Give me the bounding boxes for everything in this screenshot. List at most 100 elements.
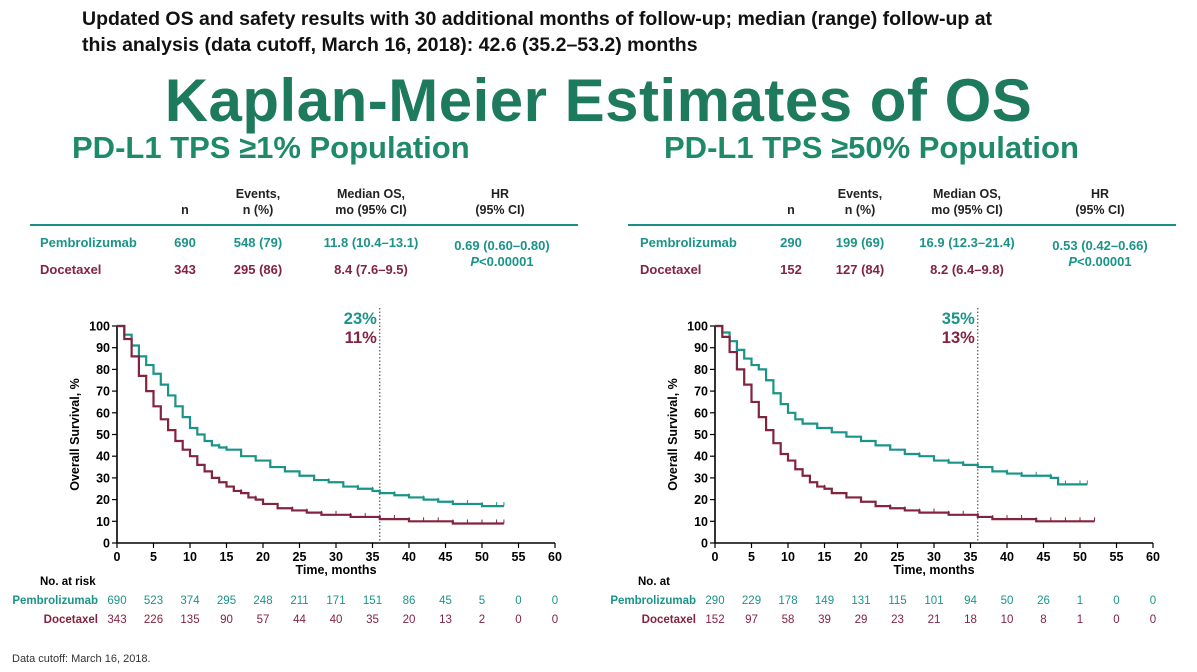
x-tick-label: 10 bbox=[781, 550, 795, 564]
y-axis-label: Overall Survival, % bbox=[666, 378, 680, 491]
header-events-right-2: n (%) bbox=[844, 203, 876, 217]
y-tick-label: 30 bbox=[694, 471, 708, 485]
risk-value: 523 bbox=[143, 595, 164, 607]
row-median-doce-left: 8.4 (7.6–9.5) bbox=[334, 262, 408, 277]
row-events-doce-right: 127 (84) bbox=[835, 262, 885, 277]
header-median-2: mo (95% CI) bbox=[335, 203, 407, 217]
risk-arm-doce-right: Docetaxel bbox=[641, 614, 696, 626]
header-hr-1: HR bbox=[490, 187, 510, 201]
x-tick-label: 0 bbox=[712, 550, 719, 564]
risk-value: 248 bbox=[253, 595, 273, 607]
x-tick-label: 40 bbox=[402, 550, 416, 564]
risk-value: 152 bbox=[705, 614, 725, 626]
y-axis-label: Overall Survival, % bbox=[68, 378, 82, 491]
subtitle: Updated OS and safety results with 30 ad… bbox=[82, 6, 1182, 58]
header-events-2: n (%) bbox=[242, 203, 274, 217]
y-tick-label: 10 bbox=[96, 515, 110, 529]
main-title: Kaplan-Meier Estimates of OS bbox=[164, 67, 1033, 134]
y-tick-label: 50 bbox=[694, 428, 708, 442]
hr-value-right: 0.53 (0.42–0.66) bbox=[1052, 238, 1148, 253]
risk-value: 0 bbox=[515, 595, 522, 607]
annotation-pembrolizumab: 23% bbox=[344, 310, 377, 328]
risk-value: 57 bbox=[256, 614, 270, 626]
risk-value: 0 bbox=[551, 614, 559, 626]
risk-value: 90 bbox=[220, 614, 233, 626]
x-axis-label: Time, months bbox=[295, 563, 376, 577]
risk-value: 40 bbox=[329, 614, 343, 626]
risk-value: 290 bbox=[705, 595, 725, 607]
risk-table-left: No. at risk Pembrolizumab Docetaxel 690 5… bbox=[0, 574, 598, 630]
survival-curve bbox=[715, 324, 1095, 523]
y-tick-label: 20 bbox=[96, 493, 110, 507]
risk-value: 0 bbox=[1149, 595, 1157, 607]
row-median-doce-right: 8.2 (6.4–9.8) bbox=[930, 262, 1004, 277]
y-tick-label: 40 bbox=[96, 450, 110, 464]
risk-value: 135 bbox=[180, 614, 200, 626]
y-tick-label: 60 bbox=[96, 406, 110, 420]
row-arm-pembro-left: Pembrolizumab bbox=[40, 235, 137, 250]
table-rule-right bbox=[628, 224, 1176, 226]
p-rest-left: <0.00001 bbox=[479, 254, 534, 269]
risk-value: 29 bbox=[854, 614, 868, 626]
header-events-right: Events, n (%) bbox=[820, 186, 900, 218]
x-tick-label: 45 bbox=[439, 550, 453, 564]
risk-value: 10 bbox=[1000, 614, 1014, 626]
risk-value: 18 bbox=[964, 614, 977, 626]
survival-curve bbox=[117, 324, 504, 525]
survival-curve bbox=[117, 324, 504, 508]
x-tick-label: 60 bbox=[1146, 550, 1160, 564]
row-n-doce-left: 343 bbox=[174, 262, 196, 277]
risk-value: 5 bbox=[478, 595, 486, 607]
p-value-right: P<0.00001 bbox=[1040, 254, 1160, 269]
x-tick-label: 15 bbox=[220, 550, 234, 564]
x-tick-label: 30 bbox=[329, 550, 343, 564]
x-tick-label: 10 bbox=[183, 550, 197, 564]
header-hr-right: HR (95% CI) bbox=[1050, 186, 1150, 218]
x-tick-label: 60 bbox=[548, 550, 562, 564]
y-tick-label: 90 bbox=[96, 341, 110, 355]
table-rule-left bbox=[30, 224, 578, 226]
risk-value: 8 bbox=[1040, 614, 1047, 626]
p-prefix-right: P bbox=[1068, 254, 1078, 269]
risk-value: 26 bbox=[1037, 595, 1050, 607]
axes-right: 0 10 20 30 40 50 60 70 80 90 100 0 5 10 15 20 25 30 35 40 45… bbox=[666, 320, 1160, 578]
series-docetaxel bbox=[117, 324, 505, 525]
y-tick-label: 70 bbox=[694, 385, 708, 399]
header-n-right: n bbox=[787, 203, 795, 217]
risk-value: 178 bbox=[778, 595, 798, 607]
risk-value: 343 bbox=[107, 614, 127, 626]
risk-value: 115 bbox=[888, 595, 907, 607]
risk-value: 0 bbox=[515, 614, 522, 626]
risk-value: 151 bbox=[362, 595, 383, 607]
km-chart-left: 0 10 20 30 40 50 60 70 80 90 100 0 5 10 15 20 25 30 35 40 45… bbox=[68, 308, 562, 578]
row-events-pembro-right: 199 (69) bbox=[835, 235, 885, 250]
risk-value: 374 bbox=[180, 595, 200, 607]
risk-value: 2 bbox=[478, 614, 486, 626]
header-events: Events, n (%) bbox=[218, 186, 298, 218]
y-tick-label: 30 bbox=[96, 471, 110, 485]
x-tick-label: 50 bbox=[1073, 550, 1087, 564]
km-chart-right: 0 10 20 30 40 50 60 70 80 90 100 0 5 10 15 20 25 30 35 40 45… bbox=[666, 308, 1160, 578]
subtitle-line-2: this analysis (data cutoff, March 16, 20… bbox=[82, 34, 698, 56]
y-tick-label: 0 bbox=[701, 537, 708, 551]
header-events-right-1: Events, bbox=[837, 187, 883, 201]
y-tick-label: 60 bbox=[694, 406, 708, 420]
y-tick-label: 20 bbox=[694, 493, 708, 507]
x-tick-label: 25 bbox=[293, 550, 307, 564]
header-median-right-1: Median OS, bbox=[932, 187, 1002, 201]
risk-value: 690 bbox=[107, 595, 127, 607]
axes-left: 0 10 20 30 40 50 60 70 80 90 100 0 5 10 15 20 25 30 35 40 45… bbox=[68, 320, 562, 578]
x-tick-label: 0 bbox=[114, 550, 121, 564]
row-median-pembro-left: 11.8 (10.4–13.1) bbox=[323, 235, 419, 250]
risk-arm-pembro-left: Pembrolizumab bbox=[12, 595, 98, 607]
header-hr-2: (95% CI) bbox=[475, 203, 525, 217]
row-n-pembro-right: 290 bbox=[780, 235, 802, 250]
y-tick-label: 10 bbox=[694, 515, 708, 529]
row-n-doce-right: 152 bbox=[780, 262, 802, 277]
risk-value: 21 bbox=[927, 614, 941, 626]
x-tick-label: 40 bbox=[1000, 550, 1014, 564]
risk-value: 0 bbox=[551, 595, 559, 607]
risk-value: 23 bbox=[891, 614, 904, 626]
panel-title-left: PD-L1 TPS ≥1% Population bbox=[72, 130, 470, 165]
x-tick-label: 20 bbox=[854, 550, 868, 564]
